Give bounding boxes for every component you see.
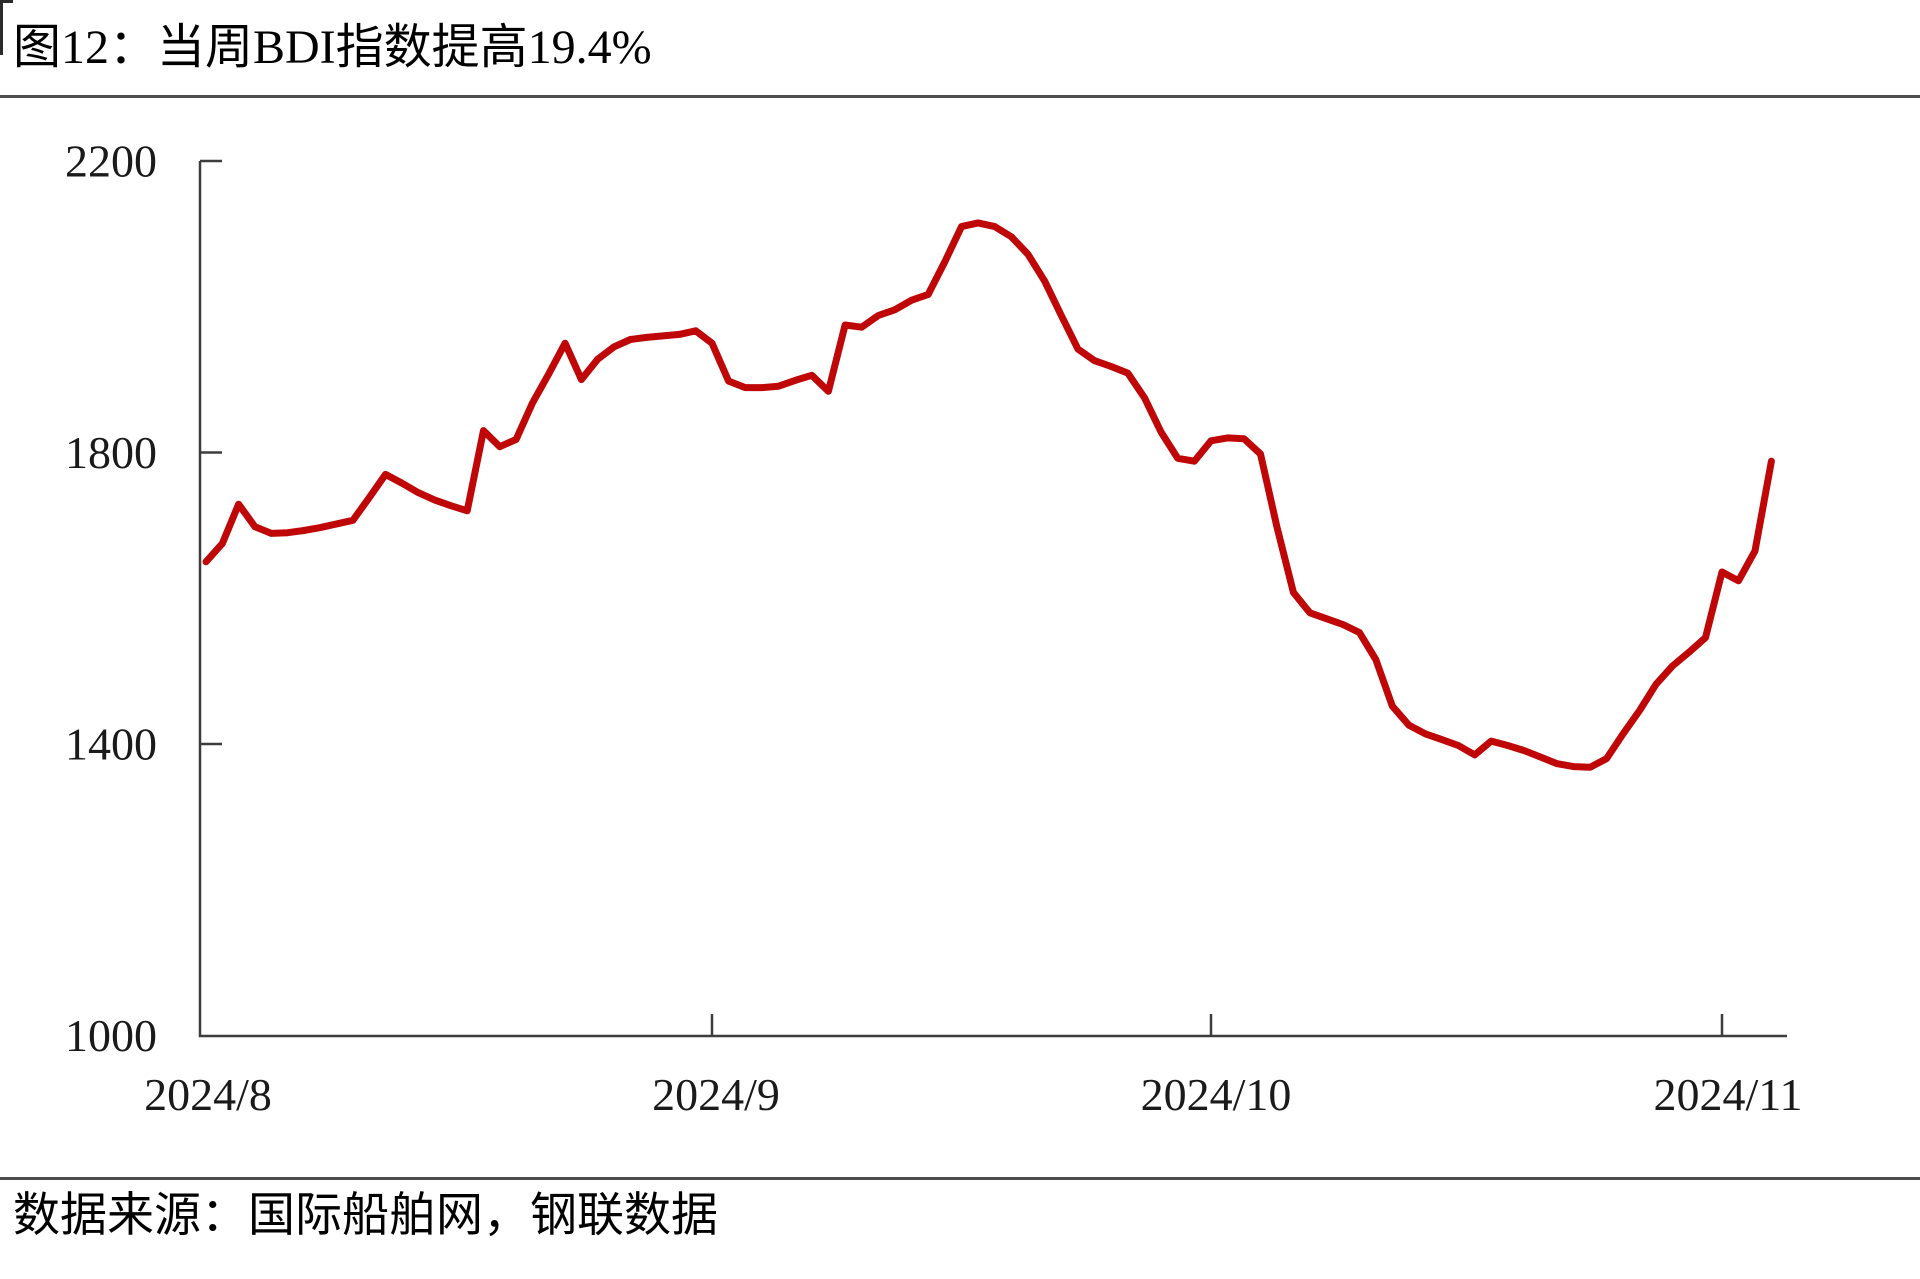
y-tick-label: 2200 bbox=[65, 136, 157, 187]
title-divider bbox=[0, 95, 1920, 98]
x-tick-label: 2024/11 bbox=[1653, 1069, 1802, 1120]
page-title: 图12：当周BDI指数提高19.4% bbox=[13, 21, 652, 74]
y-tick-label: 1800 bbox=[65, 427, 157, 478]
source-note: 数据来源：国际船舶网，钢联数据 bbox=[13, 1190, 718, 1242]
bdi-series-line bbox=[202, 219, 1775, 771]
page-border-artifact-horizontal bbox=[0, 0, 13, 3]
page-border-artifact-vertical bbox=[0, 0, 3, 55]
axis-lines bbox=[198, 161, 1787, 1038]
source-divider bbox=[0, 1177, 1920, 1180]
y-tick-label: 1400 bbox=[65, 719, 157, 770]
x-tick-label: 2024/9 bbox=[652, 1069, 780, 1120]
x-axis-ticks bbox=[710, 1014, 1724, 1036]
y-axis-ticks bbox=[200, 159, 222, 746]
x-tick-label: 2024/8 bbox=[144, 1069, 272, 1120]
y-tick-label: 1000 bbox=[65, 1010, 157, 1061]
x-tick-label: 2024/10 bbox=[1141, 1069, 1292, 1120]
